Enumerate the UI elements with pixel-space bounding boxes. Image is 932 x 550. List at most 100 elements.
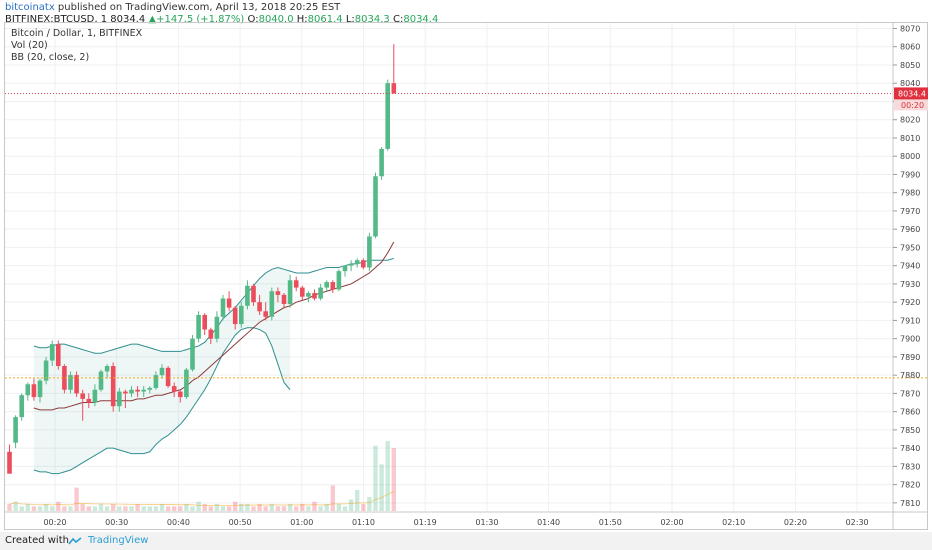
price-tick-label: 7990 bbox=[900, 170, 920, 179]
price-tick-label: 7920 bbox=[900, 298, 920, 307]
time-tick-label: 00:30 bbox=[105, 518, 128, 527]
price-tick-label: 8020 bbox=[900, 116, 920, 125]
legend-title: Bitcoin / Dollar, 1, BITFINEX bbox=[11, 28, 143, 39]
candle-body bbox=[239, 305, 244, 325]
volume-bar bbox=[208, 506, 213, 511]
last-price-tag bbox=[894, 87, 928, 100]
volume-bar bbox=[245, 504, 250, 511]
volume-bar bbox=[269, 504, 274, 511]
bb-lower-line bbox=[33, 327, 291, 475]
candle-body bbox=[385, 83, 390, 149]
candle-body bbox=[348, 263, 354, 266]
volume-bar bbox=[7, 504, 12, 511]
footer-bar: Created with TradingView bbox=[0, 532, 932, 550]
volume-bar bbox=[263, 506, 268, 511]
candle-body bbox=[104, 366, 110, 372]
volume-bar bbox=[31, 506, 37, 511]
volume-bar bbox=[239, 504, 244, 511]
volume-bar bbox=[391, 448, 396, 511]
price-tick-label: 7870 bbox=[900, 389, 920, 398]
candle-body bbox=[178, 391, 183, 398]
candle-body bbox=[129, 389, 134, 394]
candle-body bbox=[354, 260, 360, 264]
volume-bar bbox=[294, 506, 299, 511]
volume-bar bbox=[37, 506, 43, 511]
price-tick-label: 7840 bbox=[900, 444, 920, 453]
price-lines bbox=[5, 93, 928, 379]
volume-bar bbox=[379, 464, 384, 511]
candle-body bbox=[25, 384, 31, 396]
time-axis: 00:20 00:30 00:40 00:50 01:00 01:10 01:19 01:30… bbox=[43, 518, 868, 527]
time-tick-label: 02:20 bbox=[784, 518, 807, 527]
price-tick-label: 7830 bbox=[900, 462, 920, 471]
candle-body bbox=[37, 380, 43, 398]
price-tick-label: 7880 bbox=[900, 371, 920, 380]
candle-body bbox=[86, 398, 92, 403]
volume-bar bbox=[306, 506, 311, 511]
volume-bar bbox=[355, 490, 360, 511]
price-tick-label: 7910 bbox=[900, 316, 920, 325]
price-tick-label: 8060 bbox=[900, 43, 920, 52]
candle-body bbox=[275, 291, 281, 295]
candle-body bbox=[49, 344, 55, 361]
change-arrow-icon: ▲ bbox=[148, 14, 157, 25]
volume-bar bbox=[141, 506, 146, 511]
volume-bar bbox=[324, 504, 329, 511]
time-tick-label: 00:20 bbox=[43, 518, 66, 527]
candle-body bbox=[110, 366, 116, 407]
candle-body bbox=[293, 280, 299, 288]
countdown-tag bbox=[894, 99, 928, 111]
time-tick-label: 01:50 bbox=[599, 518, 622, 527]
legend-bb: BB (20, close, 2) bbox=[11, 52, 90, 63]
volume-bar bbox=[80, 504, 85, 511]
close-value: 8034.4 bbox=[403, 14, 439, 25]
volume-bar bbox=[111, 504, 116, 511]
price-tick-label: 8050 bbox=[900, 61, 920, 70]
candle-body bbox=[367, 236, 372, 268]
close-label: C: bbox=[392, 14, 404, 25]
price-tick-label: 7850 bbox=[900, 426, 920, 435]
volume-bar bbox=[233, 501, 238, 511]
volume-bar bbox=[373, 445, 378, 511]
created-with-text: Created with bbox=[5, 535, 69, 546]
volume-bar bbox=[275, 506, 281, 511]
tradingview-logo-icon bbox=[68, 537, 82, 545]
volume-bar bbox=[312, 501, 317, 511]
price-tick-label: 7890 bbox=[900, 353, 920, 362]
volume-bar bbox=[74, 487, 79, 511]
volume-bar bbox=[129, 506, 134, 511]
time-tick-label: 01:10 bbox=[352, 518, 375, 527]
candle-body bbox=[184, 369, 189, 398]
volume-bar bbox=[385, 441, 390, 511]
volume-bars bbox=[7, 441, 396, 511]
candle-body bbox=[141, 389, 146, 392]
quote-line: BITFINEX:BTCUSD, 1 8034.4 ▲+147.5 (+1.87… bbox=[5, 14, 438, 25]
bb-upper-line bbox=[33, 257, 394, 354]
candle-body bbox=[361, 260, 366, 268]
volume-bar bbox=[92, 506, 98, 511]
time-tick-label: 00:50 bbox=[229, 518, 252, 527]
candle-body bbox=[208, 329, 214, 339]
candle-body bbox=[68, 375, 73, 390]
tradingview-brand[interactable]: TradingView bbox=[88, 535, 149, 546]
candle-body bbox=[135, 389, 140, 392]
price-tick-label: 7930 bbox=[900, 280, 920, 289]
volume-ma-line bbox=[9, 491, 394, 506]
price-tick-label: 7970 bbox=[900, 207, 920, 216]
candle-body bbox=[202, 314, 207, 330]
time-tick-label: 02:30 bbox=[846, 518, 869, 527]
volume-bar bbox=[43, 504, 49, 511]
volume-bar bbox=[251, 506, 256, 511]
volume-bar bbox=[184, 504, 189, 511]
candle-body bbox=[165, 367, 171, 387]
volume-bar bbox=[300, 504, 305, 511]
candle-body bbox=[80, 393, 85, 399]
time-tick-label: 00:40 bbox=[167, 518, 190, 527]
volume-bar bbox=[86, 506, 91, 511]
volume-bar bbox=[336, 504, 342, 511]
time-tick-label: 02:00 bbox=[660, 518, 683, 527]
volume-bar bbox=[287, 504, 293, 511]
author-link[interactable]: bitcoinatx bbox=[5, 2, 55, 13]
volume-bar bbox=[330, 485, 335, 511]
